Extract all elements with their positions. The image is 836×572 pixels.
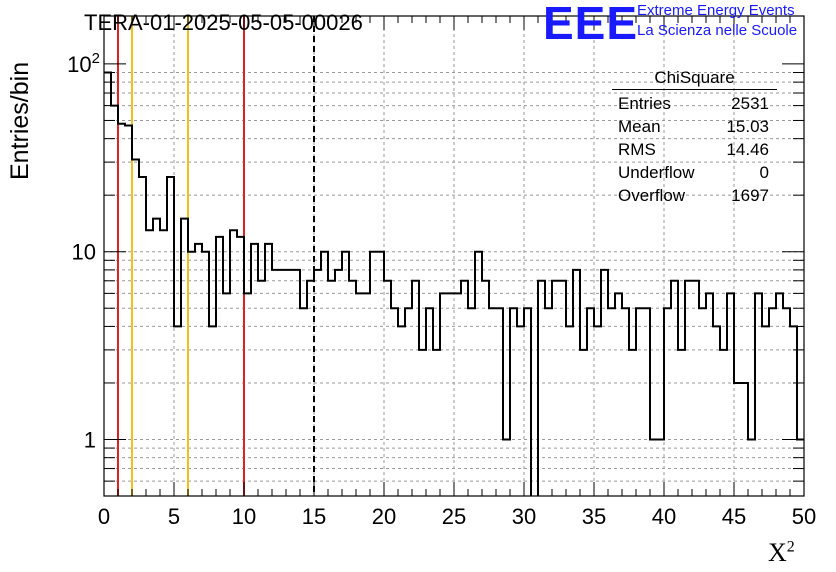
stats-value: 14.46: [726, 140, 769, 159]
x-tick-label: 40: [652, 504, 676, 529]
y-tick-label: 10: [72, 240, 96, 265]
chart-title: TERA-01-2025-05-05-00026: [84, 10, 363, 35]
x-tick-label: 45: [722, 504, 746, 529]
stats-label: Underflow: [618, 163, 695, 182]
x-tick-label: 0: [98, 504, 110, 529]
stats-row-rms: RMS 14.46: [612, 138, 777, 161]
stats-value: 15.03: [726, 117, 769, 136]
stats-label: Entries: [618, 94, 671, 113]
y-tick-label: 1: [84, 427, 96, 452]
stats-label: RMS: [618, 140, 656, 159]
stats-row-mean: Mean 15.03: [612, 115, 777, 138]
stats-value: 1697: [731, 186, 769, 205]
stats-row-overflow: Overflow 1697: [612, 184, 777, 207]
x-tick-label: 50: [792, 504, 816, 529]
histogram-series: [104, 71, 804, 496]
stats-value: 2531: [731, 94, 769, 113]
logo-subtitle-line1: Extreme Energy Events: [637, 2, 795, 19]
stats-title: ChiSquare: [612, 67, 777, 90]
y-axis-label: Entries/bin: [6, 61, 34, 180]
x-axis-label: X2: [768, 538, 795, 567]
stats-row-underflow: Underflow 0: [612, 161, 777, 184]
x-tick-label: 5: [168, 504, 180, 529]
stats-value: 0: [759, 163, 769, 182]
stats-box: ChiSquare Entries 2531 Mean 15.03 RMS 14…: [612, 67, 777, 207]
x-tick-label: 25: [442, 504, 466, 529]
logo-subtitle-line2: La Scienza nelle Scuole: [637, 22, 798, 39]
x-tick-label: 30: [512, 504, 536, 529]
stats-label: Mean: [618, 117, 661, 136]
stats-row-entries: Entries 2531: [612, 92, 777, 115]
x-tick-label: 15: [302, 504, 326, 529]
x-tick-label: 20: [372, 504, 396, 529]
y-tick-label: 102: [67, 50, 100, 77]
x-tick-label: 35: [582, 504, 606, 529]
eee-logo: EEE: [543, 0, 639, 49]
stats-label: Overflow: [618, 186, 686, 205]
x-tick-label: 10: [232, 504, 256, 529]
